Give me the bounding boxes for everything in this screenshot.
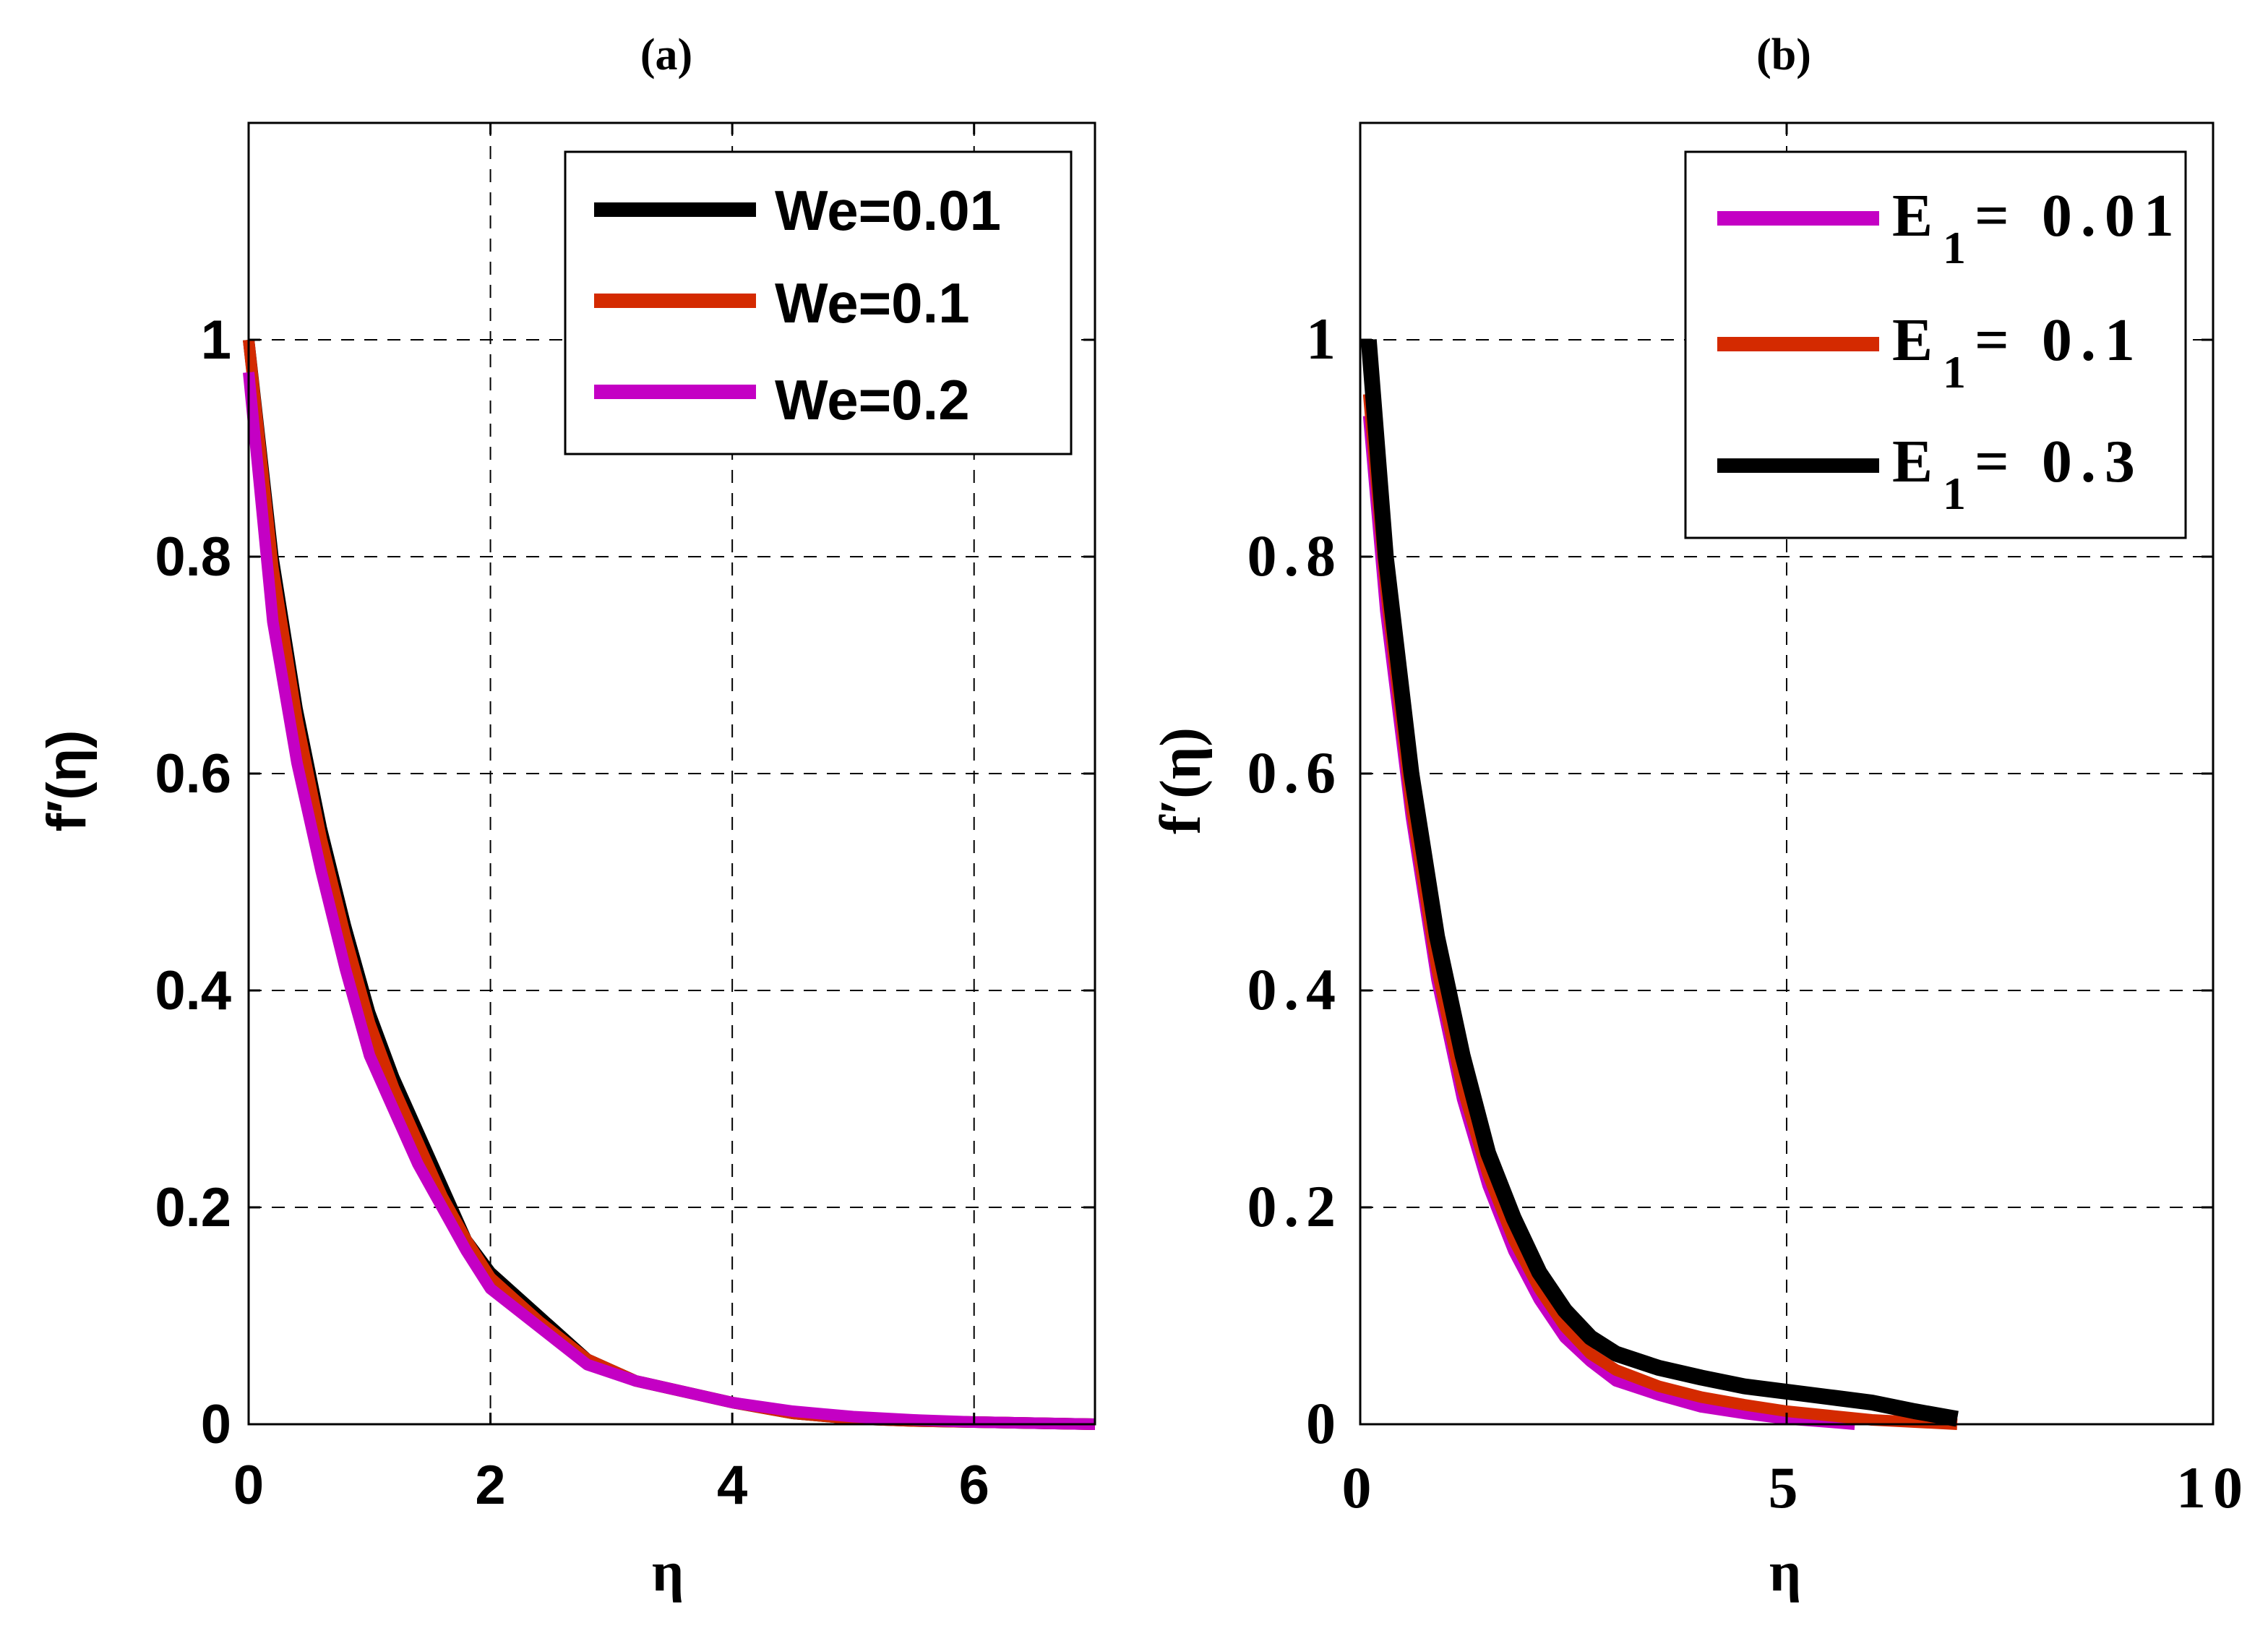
panel-a-x-axis-label: η (652, 1540, 684, 1603)
legend-label-e1-0-01-main: E (1892, 182, 1933, 249)
panel-b-ytick-label-0: 0 (1306, 1390, 1343, 1456)
panel-b-title: (b) (1756, 30, 1811, 80)
panel-a-ytick-label-4: 0.8 (155, 526, 231, 588)
legend-label-e1-0-01-value: = 0.01 (1975, 182, 2183, 249)
panel-a-xtick-label-0: 0 (233, 1455, 264, 1516)
panel-b-xtick-label-1: 5 (1769, 1455, 1805, 1520)
panel-b-y-tick-labels: 0 0.2 0.4 0.6 0.8 1 (1247, 306, 1344, 1456)
panel-a-ytick-label-0: 0 (201, 1394, 231, 1455)
panel-a-legend: We=0.01 We=0.1 We=0.2 (564, 150, 1073, 455)
legend-label-e1-0-3-sub: 1 (1943, 468, 1966, 519)
panel-b-ytick-label-2: 0.4 (1247, 956, 1344, 1022)
panel-b-legend: E 1 = 0.01 E 1 = 0.1 E 1 = 0.3 (1684, 150, 2187, 539)
panel-a-xtick-label-3: 6 (959, 1455, 989, 1516)
panel-b-x-tick-labels: 0 5 10 (1342, 1455, 2250, 1520)
panel-b-ytick-label-3: 0.6 (1247, 740, 1344, 805)
panel-b: (b) 0 5 10 0 0.2 0.4 0.6 0.8 1 η f′(η) E 1 = 0.… (1149, 30, 2250, 1603)
panel-a-title: (a) (640, 30, 692, 80)
panel-a-ytick-label-3: 0.6 (155, 743, 231, 805)
legend-label-e1-0-3-value: = 0.3 (1975, 428, 2144, 495)
panel-b-series-line-2 (1360, 339, 1959, 1427)
legend-label-we-0-2: We=0.2 (775, 368, 970, 432)
panel-a-ytick-label-2: 0.4 (155, 960, 231, 1022)
panel-a-ytick-label-1: 0.2 (155, 1177, 231, 1238)
panel-b-y-axis-label: f′(η) (1149, 727, 1213, 834)
panel-a-series-line-2 (243, 372, 1096, 1430)
legend-label-we-0-01: We=0.01 (775, 179, 1001, 242)
panel-b-ytick-label-1: 0.2 (1247, 1173, 1344, 1239)
panel-a-y-axis-label: f′(η) (36, 730, 98, 832)
panel-b-x-axis-label: η (1769, 1540, 1801, 1603)
panel-b-ytick-label-4: 0.8 (1247, 523, 1344, 588)
panel-a-x-tick-labels: 0 2 4 6 (233, 1455, 989, 1516)
panel-a-series (243, 339, 1096, 1430)
panel-a-xtick-label-1: 2 (475, 1455, 505, 1516)
legend-label-e1-0-1-main: E (1892, 307, 1933, 374)
legend-label-e1-0-3-main: E (1892, 428, 1933, 495)
panel-b-series (1360, 339, 1959, 1430)
panel-a-xtick-label-2: 4 (717, 1455, 747, 1516)
legend-label-e1-0-01-sub: 1 (1943, 222, 1966, 273)
legend-label-e1-0-1-value: = 0.1 (1975, 307, 2144, 374)
panel-a-ticks (247, 123, 1095, 1426)
panel-a-ytick-label-5: 1 (201, 309, 231, 371)
legend-label-e1-0-1-sub: 1 (1943, 346, 1966, 398)
panel-b-xtick-label-0: 0 (1342, 1455, 1379, 1520)
legend-label-we-0-1: We=0.1 (775, 271, 970, 335)
panel-b-xtick-label-2: 10 (2176, 1455, 2250, 1520)
panel-b-ytick-label-5: 1 (1306, 306, 1343, 372)
panel-a-y-tick-labels: 0 0.2 0.4 0.6 0.8 1 (155, 309, 231, 1455)
panel-b-ticks (1359, 123, 2215, 1426)
panel-a: (a) 0 2 4 6 0 0.2 0.4 0.6 0.8 1 η f′(η) We=0.01 … (36, 30, 1096, 1603)
